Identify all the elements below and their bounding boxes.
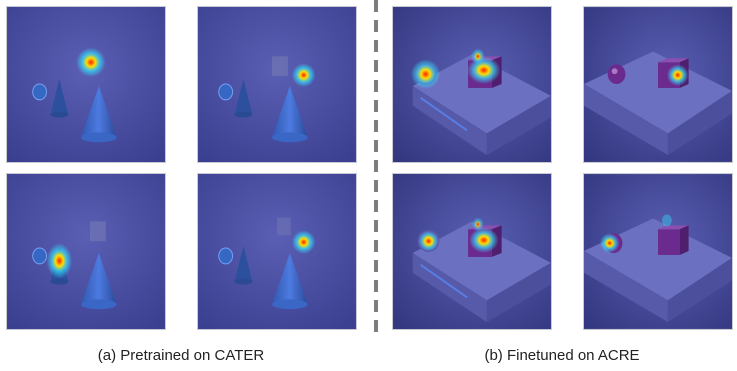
acre-panel-top-right <box>583 6 733 163</box>
attention-map-image <box>393 7 551 162</box>
attention-map-image <box>393 174 551 329</box>
caption-finetuned-acre: (b) Finetuned on ACRE <box>484 347 640 364</box>
cater-panel-top-left <box>6 6 166 163</box>
cater-panel-bottom-right <box>197 173 357 330</box>
attention-map-image <box>7 7 165 162</box>
acre-panel-bottom-right <box>583 173 733 330</box>
acre-panel-top-left <box>392 6 552 163</box>
cater-panel-bottom-left <box>6 173 166 330</box>
attention-map-image <box>584 174 732 329</box>
attention-map-image <box>584 7 732 162</box>
dashed-divider <box>374 0 378 338</box>
attention-map-image <box>198 174 356 329</box>
attention-map-image <box>198 7 356 162</box>
acre-panel-bottom-left <box>392 173 552 330</box>
caption-pretrained-cater: (a) Pretrained on CATER <box>97 347 265 364</box>
attention-map-image <box>7 174 165 329</box>
cater-panel-top-right <box>197 6 357 163</box>
